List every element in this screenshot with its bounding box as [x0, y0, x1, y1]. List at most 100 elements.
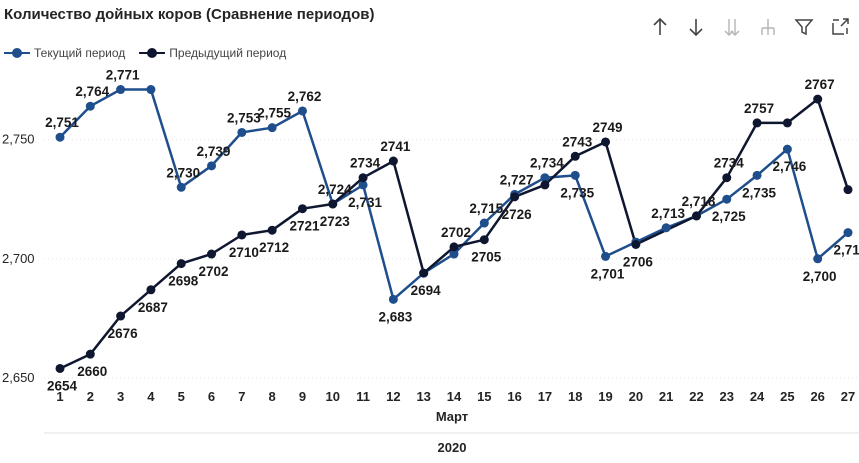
y-axis: 2,650 2,700 2,750	[2, 132, 35, 385]
data-point-previous	[601, 137, 611, 147]
x-tick-label: 22	[689, 389, 703, 404]
data-point-current	[116, 85, 126, 95]
legend-item-current[interactable]: Текущий период	[4, 46, 125, 60]
data-label-current: 2,701	[591, 266, 625, 281]
data-point-previous	[722, 173, 732, 183]
data-label-previous: 2687	[138, 300, 168, 315]
x-tick-label: 12	[386, 389, 400, 404]
data-point-previous	[813, 94, 823, 104]
data-label-previous: 2660	[77, 364, 107, 379]
legend-marker-previous	[139, 47, 166, 59]
y-tick-label: 2,700	[2, 251, 35, 266]
legend: Текущий период Предыдущий период	[4, 46, 300, 60]
data-point-previous	[358, 173, 368, 183]
x-tick-label: 13	[416, 389, 430, 404]
x-axis: 1 2 3 4 5 6 7 8 9 10 11 12 13 14 15 16 17 18 19 20 21 22 23 24 2…	[56, 389, 855, 404]
data-label-current: 2,730	[166, 165, 200, 180]
data-label-previous: 2694	[411, 283, 442, 298]
legend-label-previous: Предыдущий период	[169, 46, 287, 60]
data-point-current	[55, 132, 65, 142]
arrow-up-icon[interactable]	[647, 13, 673, 41]
data-label-previous: 2654	[47, 378, 78, 393]
data-point-current	[570, 170, 580, 180]
legend-item-previous[interactable]: Предыдущий период	[139, 46, 286, 60]
data-label-current: 2,771	[106, 68, 140, 83]
data-label-current: 2,755	[257, 106, 291, 121]
data-label-previous: 2734	[714, 156, 745, 171]
data-label-previous: 2767	[805, 77, 835, 92]
x-tick-label: 14	[447, 389, 462, 404]
data-label-current: 2,751	[45, 115, 79, 130]
x-tick-label: 8	[269, 389, 276, 404]
series-line-previous	[59, 97, 850, 370]
expand-hierarchy-icon[interactable]	[755, 13, 781, 41]
x-tick-label: 3	[117, 389, 124, 404]
data-point-previous	[449, 242, 459, 252]
data-point-previous	[540, 180, 550, 190]
data-label-previous: 2698	[168, 274, 199, 289]
x-tick-label: 20	[629, 389, 643, 404]
data-label-current: 2,762	[288, 89, 322, 104]
data-label-current: 2,753	[227, 110, 261, 125]
x-tick-label: 10	[326, 389, 340, 404]
double-arrow-down-icon[interactable]	[719, 13, 745, 41]
data-point-previous	[388, 156, 398, 166]
x-tick-label: 24	[750, 389, 765, 404]
data-point-previous	[237, 230, 247, 240]
data-point-previous	[752, 118, 762, 128]
data-label-current: 2,735	[560, 185, 594, 200]
data-label-previous: 2676	[108, 326, 139, 341]
data-point-current	[843, 228, 853, 238]
legend-marker-current	[4, 47, 30, 59]
x-tick-label: 27	[841, 389, 855, 404]
data-point-current	[540, 173, 550, 183]
data-point-current	[297, 106, 307, 116]
data-point-previous	[207, 249, 217, 259]
data-label-previous: 2734	[350, 156, 381, 171]
x-tick-label: 16	[507, 389, 521, 404]
data-point-previous	[782, 118, 792, 128]
data-label-current: 2,739	[197, 144, 231, 159]
chart-title: Количество дойных коров (Сравнение перио…	[4, 6, 375, 23]
x-axis-group-label: 2020	[438, 440, 467, 455]
data-point-current	[449, 249, 459, 259]
data-label-previous: 2721	[289, 219, 320, 234]
data-point-current	[601, 251, 611, 261]
data-point-current	[722, 194, 732, 204]
data-label-previous: 2723	[320, 214, 351, 229]
x-tick-label: 23	[720, 389, 734, 404]
data-point-previous	[267, 225, 277, 235]
x-tick-label: 5	[178, 389, 185, 404]
data-label-current: 2,725	[712, 209, 746, 224]
x-tick-label: 1	[56, 389, 63, 404]
data-point-previous	[55, 363, 65, 373]
data-label-current: 2,713	[651, 206, 685, 221]
filter-icon[interactable]	[791, 13, 817, 41]
x-tick-label: 25	[780, 389, 794, 404]
data-point-current	[358, 180, 368, 190]
x-tick-label: 19	[598, 389, 612, 404]
data-label-current: 2,727	[500, 172, 534, 187]
legend-label-current: Текущий период	[34, 46, 126, 60]
data-point-current	[388, 294, 398, 304]
data-label-previous: 2712	[259, 240, 289, 255]
arrow-down-icon[interactable]	[683, 13, 709, 41]
x-tick-label: 7	[238, 389, 245, 404]
series-points	[55, 85, 853, 373]
x-tick-label: 4	[147, 389, 155, 404]
x-tick-label: 11	[356, 389, 370, 404]
data-point-previous	[691, 211, 701, 221]
focus-mode-icon[interactable]	[827, 13, 853, 41]
data-point-previous	[85, 349, 95, 359]
data-point-current	[237, 127, 247, 137]
data-label-previous: 2702	[199, 264, 229, 279]
y-tick-label: 2,650	[2, 370, 35, 385]
data-label-current: 2,683	[378, 309, 412, 324]
x-tick-label: 21	[659, 389, 673, 404]
data-point-current	[146, 85, 156, 95]
data-label-previous: 2743	[562, 134, 593, 149]
data-label-previous: 2702	[441, 225, 471, 240]
data-label-previous: 2749	[593, 120, 623, 135]
data-label-current: 2,718	[682, 194, 716, 209]
data-label-current: 2,735	[742, 185, 776, 200]
